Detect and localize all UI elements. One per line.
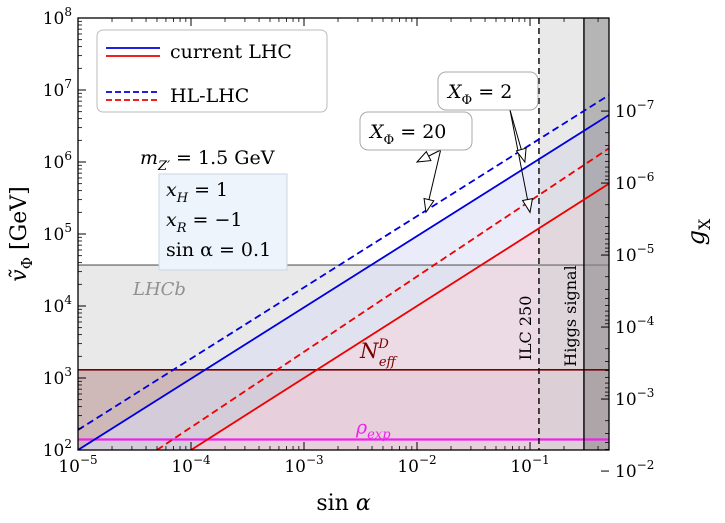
legend: current LHC HL-LHC <box>96 29 328 113</box>
arrow-head <box>515 147 527 164</box>
param-box <box>158 173 288 271</box>
y-tick-label: 108 <box>43 5 72 29</box>
x-tick-label: 10−2 <box>397 453 436 477</box>
bound-label-neff: ND eff <box>359 337 399 370</box>
axis-ticks <box>77 17 610 472</box>
arrow-line <box>509 109 531 213</box>
arrow-head <box>423 197 435 214</box>
series-line-2 <box>190 182 609 450</box>
right-tick-label: 10−6 <box>615 170 654 194</box>
right-tick-label: 10−7 <box>615 98 654 122</box>
bound-label-higgs: Higgs signal <box>561 265 580 366</box>
param-line: sin α = 0.1 <box>166 239 271 261</box>
y-tick-label: 104 <box>43 293 73 317</box>
y-tick-label: 107 <box>43 77 72 101</box>
y-tick-label: 106 <box>43 149 72 173</box>
x-tick-label: 10−5 <box>58 453 97 477</box>
annotation-box <box>359 111 473 151</box>
bound-region-ilc <box>538 18 609 450</box>
right-tick-label: 10−3 <box>615 386 654 410</box>
bound-label-rho: ρexp <box>355 416 391 442</box>
x-axis-title: sin α <box>316 491 371 516</box>
axis-labels: 10−5 10−4 10−3 10−2 10−1 102 103 104 105 106 107 10… <box>7 5 714 516</box>
bound-label-lhcb: LHCb <box>132 279 186 300</box>
annotation-label: XΦ = 2 <box>446 81 512 108</box>
param-line: xR = −1 <box>166 209 243 236</box>
legend-label: current LHC <box>170 41 292 63</box>
y-tick-label: 102 <box>43 437 72 461</box>
right-tick-label: 10−5 <box>615 242 654 266</box>
right-tick-label: 10−4 <box>615 314 655 338</box>
series-line-3 <box>156 147 609 450</box>
annotation-label: XΦ = 20 <box>368 121 446 148</box>
legend-label: HL-LHC <box>170 85 249 107</box>
right-axis-title: gX <box>682 218 714 245</box>
series-line-0 <box>78 114 609 450</box>
right-tick-label: 10−2 <box>615 458 654 482</box>
bound-region-higgs <box>583 18 609 450</box>
param-line: xH = 1 <box>166 179 228 206</box>
annotation-box <box>437 71 539 111</box>
arrow-head <box>415 150 432 163</box>
arrow-head <box>521 197 534 214</box>
x-tick-label: 10−3 <box>284 453 323 477</box>
annotation-0: XΦ = 2 <box>437 71 539 214</box>
y-tick-label: 105 <box>43 221 72 245</box>
annotation-1: XΦ = 20 <box>359 111 473 214</box>
x-tick-label: 10−1 <box>510 453 549 477</box>
bound-label-ilc: ILC 250 <box>516 296 535 361</box>
param-mass: mZ′ = 1.5 GeV <box>140 147 275 174</box>
y-axis-title: ṽΦ [GeV] <box>7 186 36 281</box>
x-tick-label: 10−4 <box>171 453 211 477</box>
y-tick-label: 103 <box>43 365 72 389</box>
annotations: current LHC HL-LHC mZ′ = 1.5 GeV xH = 1 xR =… <box>96 29 539 271</box>
